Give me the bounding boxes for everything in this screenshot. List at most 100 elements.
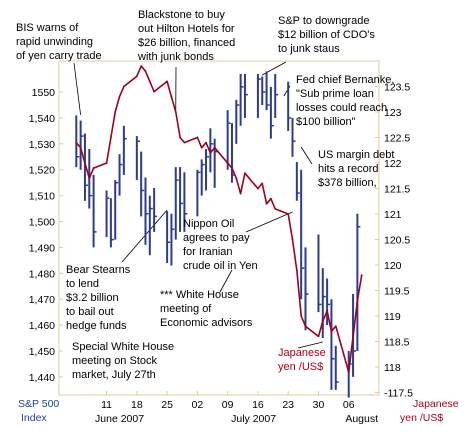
x-tick-label: 02: [192, 399, 204, 411]
left-tick-label: 1,530: [29, 139, 55, 151]
yen-usd-point: [235, 177, 238, 180]
yen-usd-point: [79, 146, 82, 149]
annotation-bis: BIS warns of rapid unwinding of yen carr…: [16, 22, 102, 62]
annotation-connector: [245, 211, 293, 233]
x-tick-label: 25: [161, 399, 173, 411]
svg-text:Nippon Oil: Nippon Oil: [183, 218, 234, 230]
yen-usd-point: [274, 207, 277, 210]
yen-usd-point: [179, 136, 181, 139]
yen-usd-point: [257, 187, 259, 190]
svg-text:$100 billion": $100 billion": [296, 116, 356, 128]
yen-usd-point: [92, 167, 95, 169]
svg-text:meeting of: meeting of: [160, 303, 212, 315]
annotation-nippon-oil: Nippon Oil agrees to pay for Iranian cru…: [183, 218, 258, 272]
yen-usd-point: [205, 141, 207, 144]
annotation-connector: [300, 146, 313, 165]
yen-usd-point: [317, 335, 320, 338]
annotation-blackstone: Blackstone to buy out Hilton Hotels for …: [137, 9, 235, 63]
svg-text:yen /US$: yen /US$: [278, 361, 323, 373]
yen-usd-point: [170, 95, 173, 98]
yen-usd-point: [330, 330, 333, 333]
svg-text:with junk bonds: with junk bonds: [137, 51, 214, 63]
yen-usd-point: [109, 136, 112, 139]
yen-usd-point: [209, 151, 212, 154]
svg-text:hedge funds: hedge funds: [66, 320, 127, 332]
yen-usd-point: [105, 162, 108, 164]
svg-text:to bail out: to bail out: [66, 306, 114, 318]
annotation-special-white-house: Special White House meeting on Stock mar…: [72, 341, 174, 381]
x-tick-label: 23: [282, 399, 294, 411]
yen-usd-point: [231, 167, 233, 169]
right-tick-label: 123: [384, 107, 402, 119]
svg-text:US margin debt: US margin debt: [318, 149, 394, 161]
yen-usd-point: [200, 146, 203, 149]
yen-usd-point: [265, 202, 268, 205]
yen-usd-point: [360, 274, 363, 277]
annotation-yen-series-label: Japanese yen /US$: [278, 347, 326, 373]
left-tick-label: 1,490: [29, 242, 55, 254]
left-tick-label: 1,540: [29, 113, 55, 125]
month-label: July 2007: [231, 413, 276, 425]
svg-text:$26 billion, financed: $26 billion, financed: [138, 37, 235, 49]
right-tick-label: 121: [384, 209, 402, 221]
plot-frame: [58, 60, 380, 396]
left-tick-label: 1,470: [29, 294, 55, 306]
yen-usd-point: [244, 172, 246, 175]
annotation-white-house-econ: *** White House meeting of Economic advi…: [160, 289, 253, 329]
yen-usd-point: [347, 371, 350, 373]
yen-usd-point: [75, 141, 78, 144]
yen-usd-point: [166, 80, 169, 83]
yen-usd-point: [321, 320, 324, 322]
annotation-sp-downgrade: S&P to downgrade $12 billion of CDO's to…: [278, 15, 375, 55]
yen-usd-point: [144, 70, 147, 73]
svg-text:rapid unwinding: rapid unwinding: [16, 36, 93, 48]
right-tick-label: 120.5: [384, 234, 410, 246]
right-tick-label: 118: [384, 362, 401, 374]
yen-usd-point: [118, 95, 121, 98]
svg-text:of yen carry trade: of yen carry trade: [16, 50, 102, 62]
svg-text:hits a record: hits a record: [318, 163, 379, 175]
right-axis-title-line-1: Japanese: [413, 398, 459, 410]
month-label: August: [345, 413, 378, 425]
annotation-connector: [219, 269, 233, 293]
x-tick-label: 16: [252, 399, 264, 411]
yen-usd-point: [352, 335, 354, 338]
svg-text:to lend: to lend: [66, 278, 99, 290]
svg-text:crude oil in Yen: crude oil in Yen: [183, 260, 258, 272]
svg-text:$12 billion of CDO's: $12 billion of CDO's: [278, 29, 375, 41]
left-axis-title-line-1: S&P 500: [18, 398, 59, 410]
left-axis-title-line-2: Index: [21, 412, 47, 424]
svg-text:BIS warns of: BIS warns of: [16, 22, 79, 34]
svg-text:S&P to downgrade: S&P to downgrade: [278, 15, 370, 27]
yen-usd-point: [304, 325, 307, 328]
svg-text:$378 billion,: $378 billion,: [318, 177, 377, 189]
yen-usd-point: [239, 192, 242, 195]
yen-usd-point: [196, 136, 199, 139]
left-tick-label: 1,480: [29, 268, 55, 280]
annotation-connector: [73, 62, 82, 116]
left-tick-label: 1,520: [29, 165, 55, 177]
yen-usd-point: [153, 90, 156, 93]
right-tick-label: 123.5: [384, 81, 410, 93]
left-tick-label: 1,450: [29, 346, 55, 358]
yen-usd-point: [135, 75, 138, 78]
yen-usd-point: [269, 197, 272, 200]
yen-usd-point: [300, 315, 303, 317]
right-tick-label: 120: [384, 260, 402, 272]
x-tick-label: 18: [131, 399, 143, 411]
x-tick-label: 30: [313, 399, 325, 411]
right-tick-label: 121.5: [384, 183, 410, 195]
svg-text:$3.2 billion: $3.2 billion: [66, 292, 119, 304]
yen-usd-point: [183, 141, 186, 144]
yen-usd-point: [174, 111, 177, 113]
left-tick-label: 1,500: [29, 217, 55, 229]
yen-usd-point: [287, 213, 290, 215]
svg-text:Blackstone to buy: Blackstone to buy: [138, 9, 225, 21]
svg-text:Fed chief Bernanke,: Fed chief Bernanke,: [296, 74, 394, 86]
svg-text:Special White House: Special White House: [72, 341, 174, 353]
yen-usd-point: [261, 182, 264, 185]
yen-usd-point: [213, 146, 216, 149]
svg-text:out Hilton Hotels for: out Hilton Hotels for: [138, 23, 235, 35]
yen-usd-point: [140, 65, 143, 67]
